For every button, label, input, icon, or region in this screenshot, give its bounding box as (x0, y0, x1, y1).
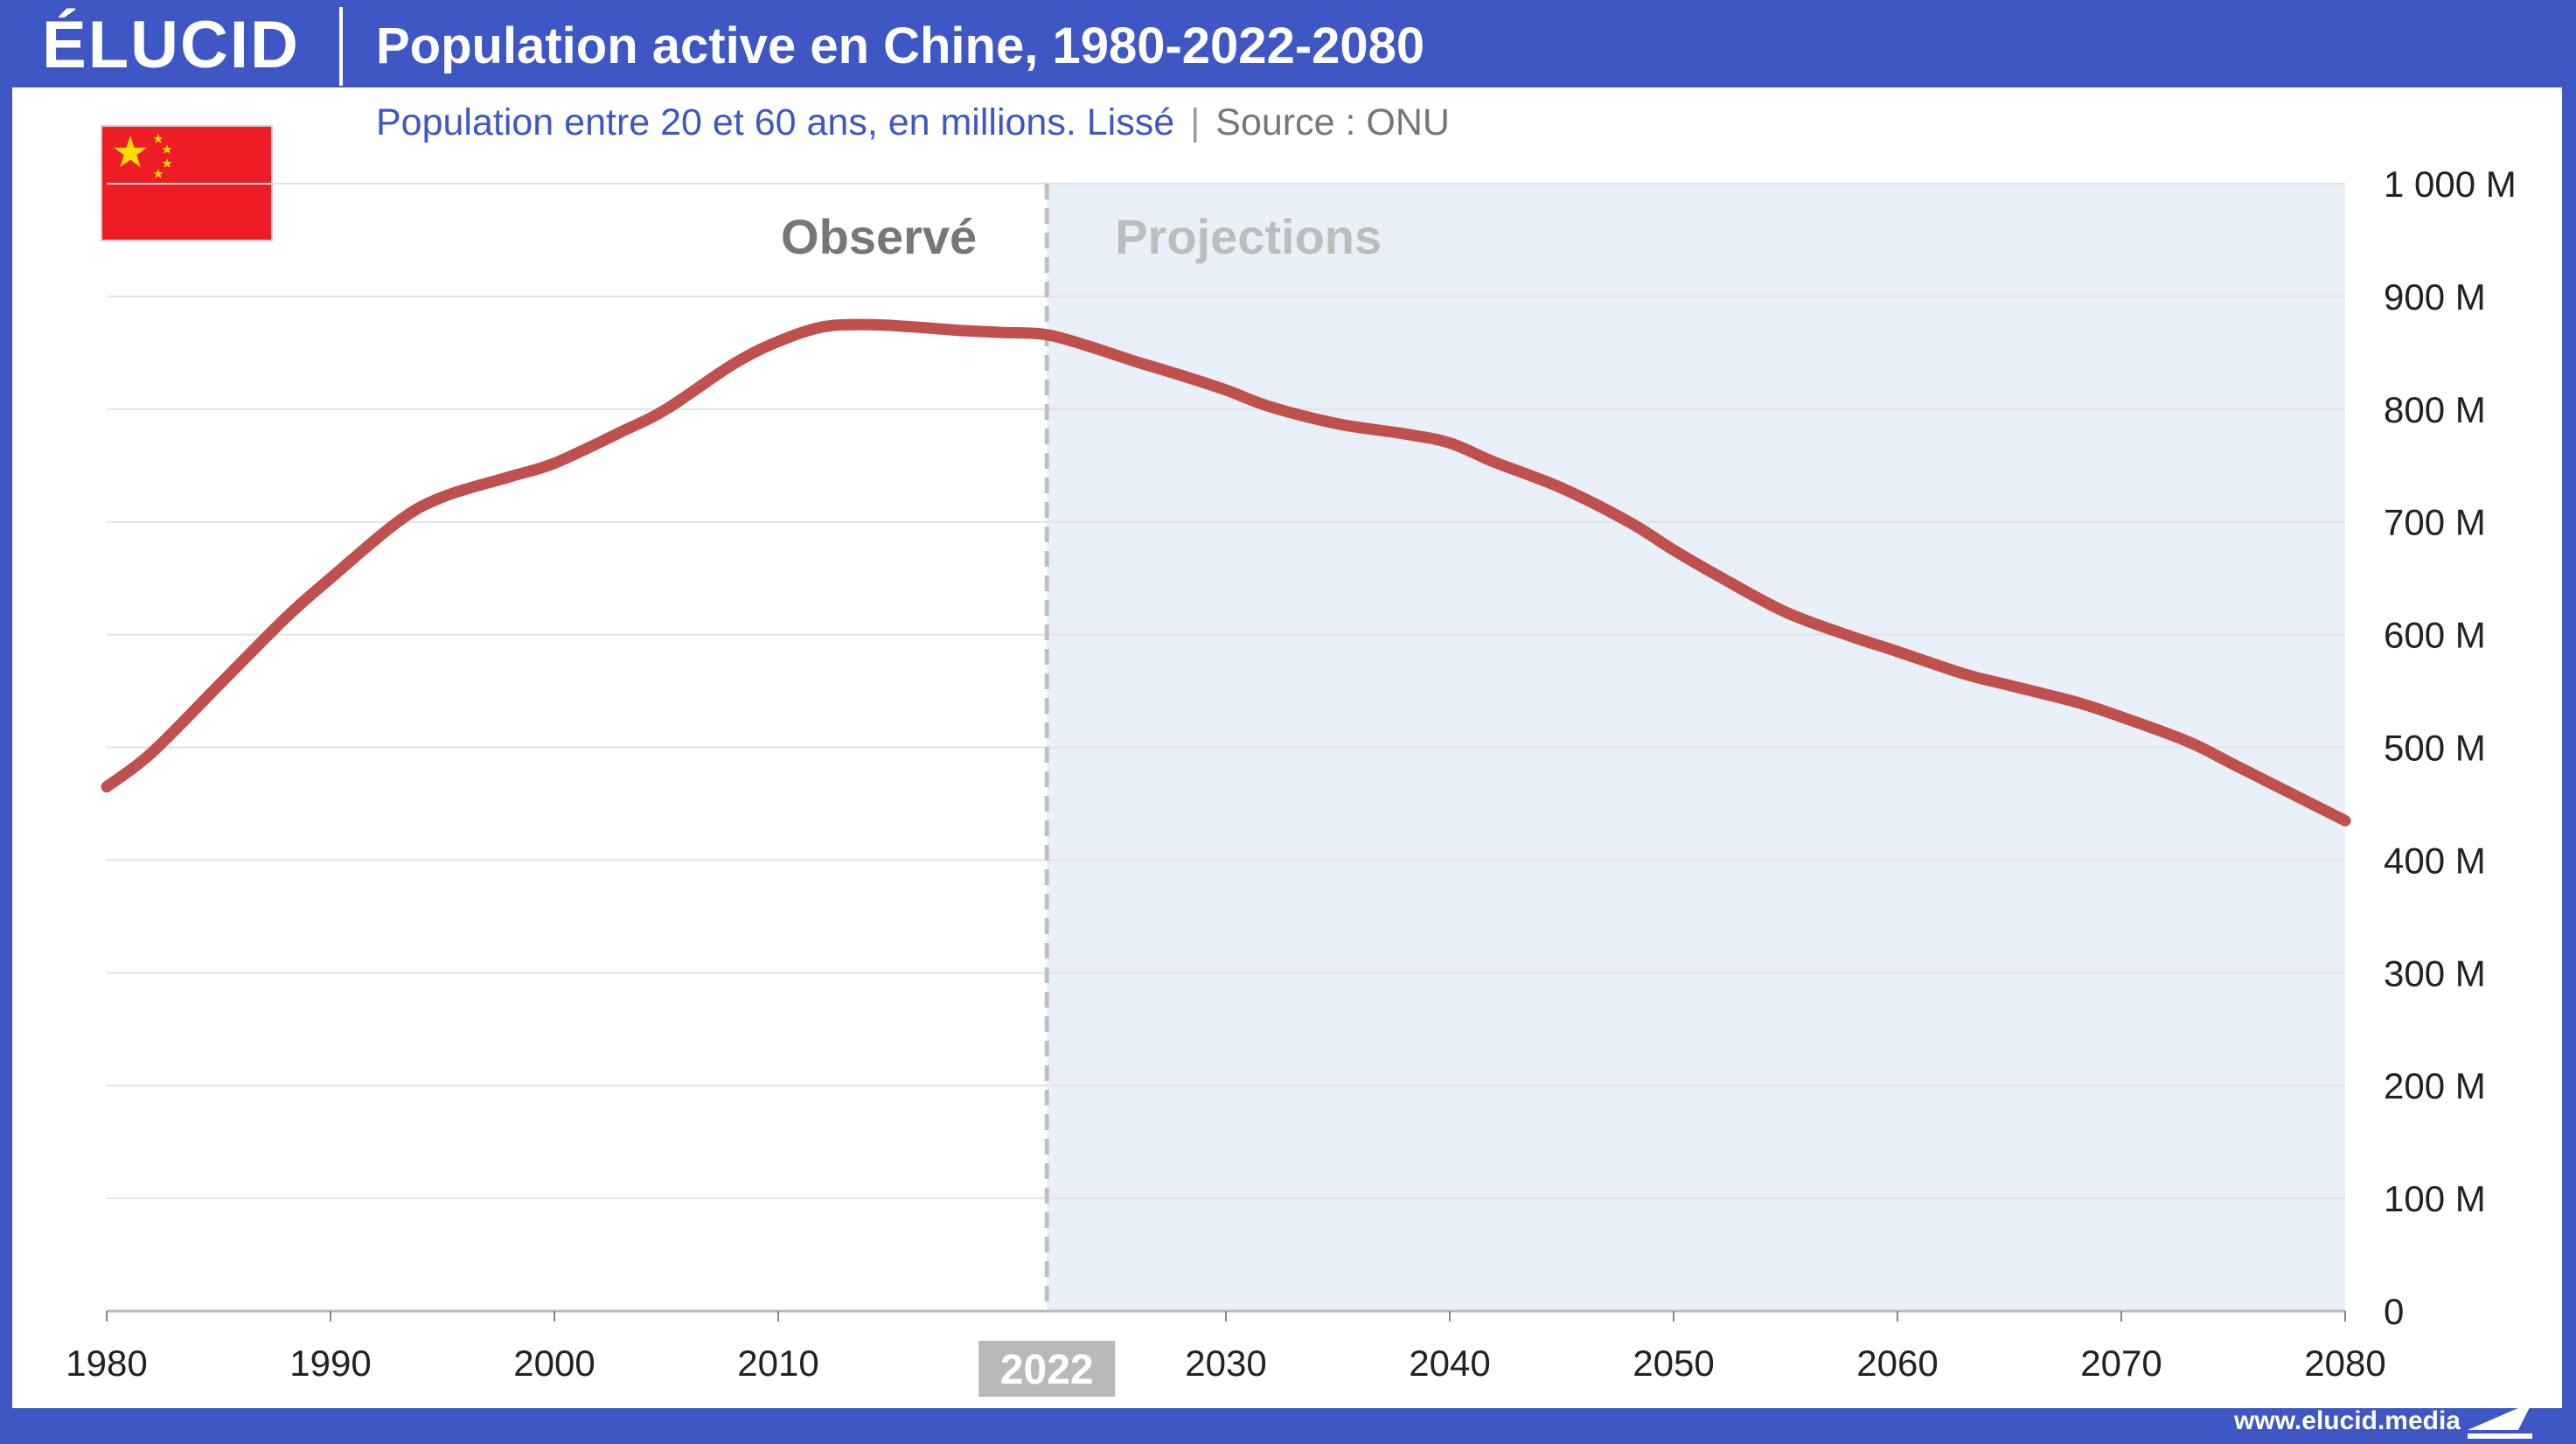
x-tick-label: 1980 (66, 1343, 147, 1384)
y-axis-labels: 0 100 M 200 M 300 M 400 M 500 M 600 M 700 M 800 … (2384, 164, 2517, 1332)
header-divider (339, 7, 343, 86)
y-tick-label: 300 M (2384, 952, 2486, 994)
y-tick-label: 800 M (2384, 389, 2486, 430)
x-tick-label: 2080 (2304, 1343, 2385, 1384)
x-tick-label: 2000 (513, 1343, 595, 1384)
subtitle-separator: | (1190, 101, 1201, 143)
chart-title: Population active en Chine, 1980-2022-20… (376, 17, 1425, 74)
x-axis-ticks: 1980 1990 2000 2010 2030 2040 2050 2060 2070 2080 (66, 1311, 2386, 1384)
region-label-projections: Projections (1115, 209, 1382, 264)
y-tick-label: 100 M (2384, 1178, 2486, 1219)
x-tick-label: 2060 (1856, 1343, 1938, 1384)
x-tick-label: 1990 (289, 1343, 371, 1384)
divider-2022-label: 2022 (1000, 1347, 1094, 1393)
y-tick-label: 400 M (2384, 840, 2486, 881)
x-tick-label: 2050 (1633, 1343, 1714, 1384)
header-bar: ÉLUCID Population active en Chine, 1980-… (0, 0, 2576, 87)
y-tick-label: 200 M (2384, 1065, 2486, 1106)
footer-url[interactable]: www.elucid.media (2234, 1406, 2461, 1435)
elucid-mark-icon (2468, 1402, 2532, 1439)
series-line-working-population (101, 318, 2351, 827)
region-label-observed: Observé (781, 209, 977, 264)
y-tick-label: 700 M (2384, 502, 2486, 543)
y-tick-label: 1 000 M (2384, 164, 2517, 205)
y-tick-label: 900 M (2384, 276, 2486, 317)
subtitle-text: Population entre 20 et 60 ans, en millio… (376, 101, 1175, 143)
source-label: Source : ONU (1215, 101, 1450, 143)
x-tick-label: 2070 (2080, 1343, 2162, 1384)
x-tick-label: 2010 (737, 1343, 818, 1384)
grid-lines (107, 183, 2345, 1200)
x-tick-label: 2030 (1185, 1343, 1266, 1384)
y-tick-label: 500 M (2384, 728, 2486, 769)
chart-subtitle: Population entre 20 et 60 ans, en millio… (376, 96, 1450, 149)
elucid-logo[interactable]: ÉLUCID (42, 8, 300, 82)
divider-2022-label-background (978, 1341, 1116, 1397)
china-flag-stars-icon (114, 134, 172, 178)
x-tick-label: 2040 (1409, 1343, 1490, 1384)
y-tick-label: 0 (2384, 1291, 2404, 1332)
y-tick-label: 600 M (2384, 615, 2486, 656)
